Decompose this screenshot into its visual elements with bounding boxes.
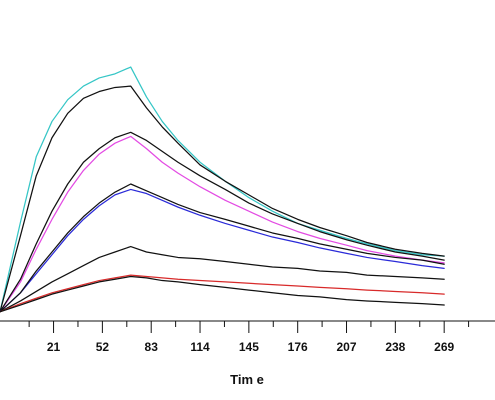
x-tick-label-8: 238 xyxy=(385,340,405,354)
x-tick-label-4: 114 xyxy=(190,340,210,354)
x-axis-title: Tim e xyxy=(230,372,264,387)
series-line-9 xyxy=(0,275,445,313)
series-line-1 xyxy=(0,66,445,313)
series-layer xyxy=(0,66,445,313)
series-line-7 xyxy=(0,245,445,313)
series-line-3 xyxy=(0,135,445,313)
series-line-8 xyxy=(0,274,445,313)
x-tick-label-5: 145 xyxy=(239,340,259,354)
x-tick-label-7: 207 xyxy=(337,340,357,354)
x-tick-label-3: 83 xyxy=(145,340,159,354)
x-tick-label-1: 21 xyxy=(47,340,61,354)
series-line-4 xyxy=(0,131,445,313)
x-axis-ticks: 21 52 83 114 145 176 207 238 269 xyxy=(28,321,470,354)
x-tick-label-6: 176 xyxy=(288,340,308,354)
series-line-6 xyxy=(0,183,445,313)
x-tick-label-9: 269 xyxy=(434,340,454,354)
series-line-5 xyxy=(0,188,445,313)
series-line-2 xyxy=(0,85,445,313)
x-tick-label-2: 52 xyxy=(96,340,110,354)
